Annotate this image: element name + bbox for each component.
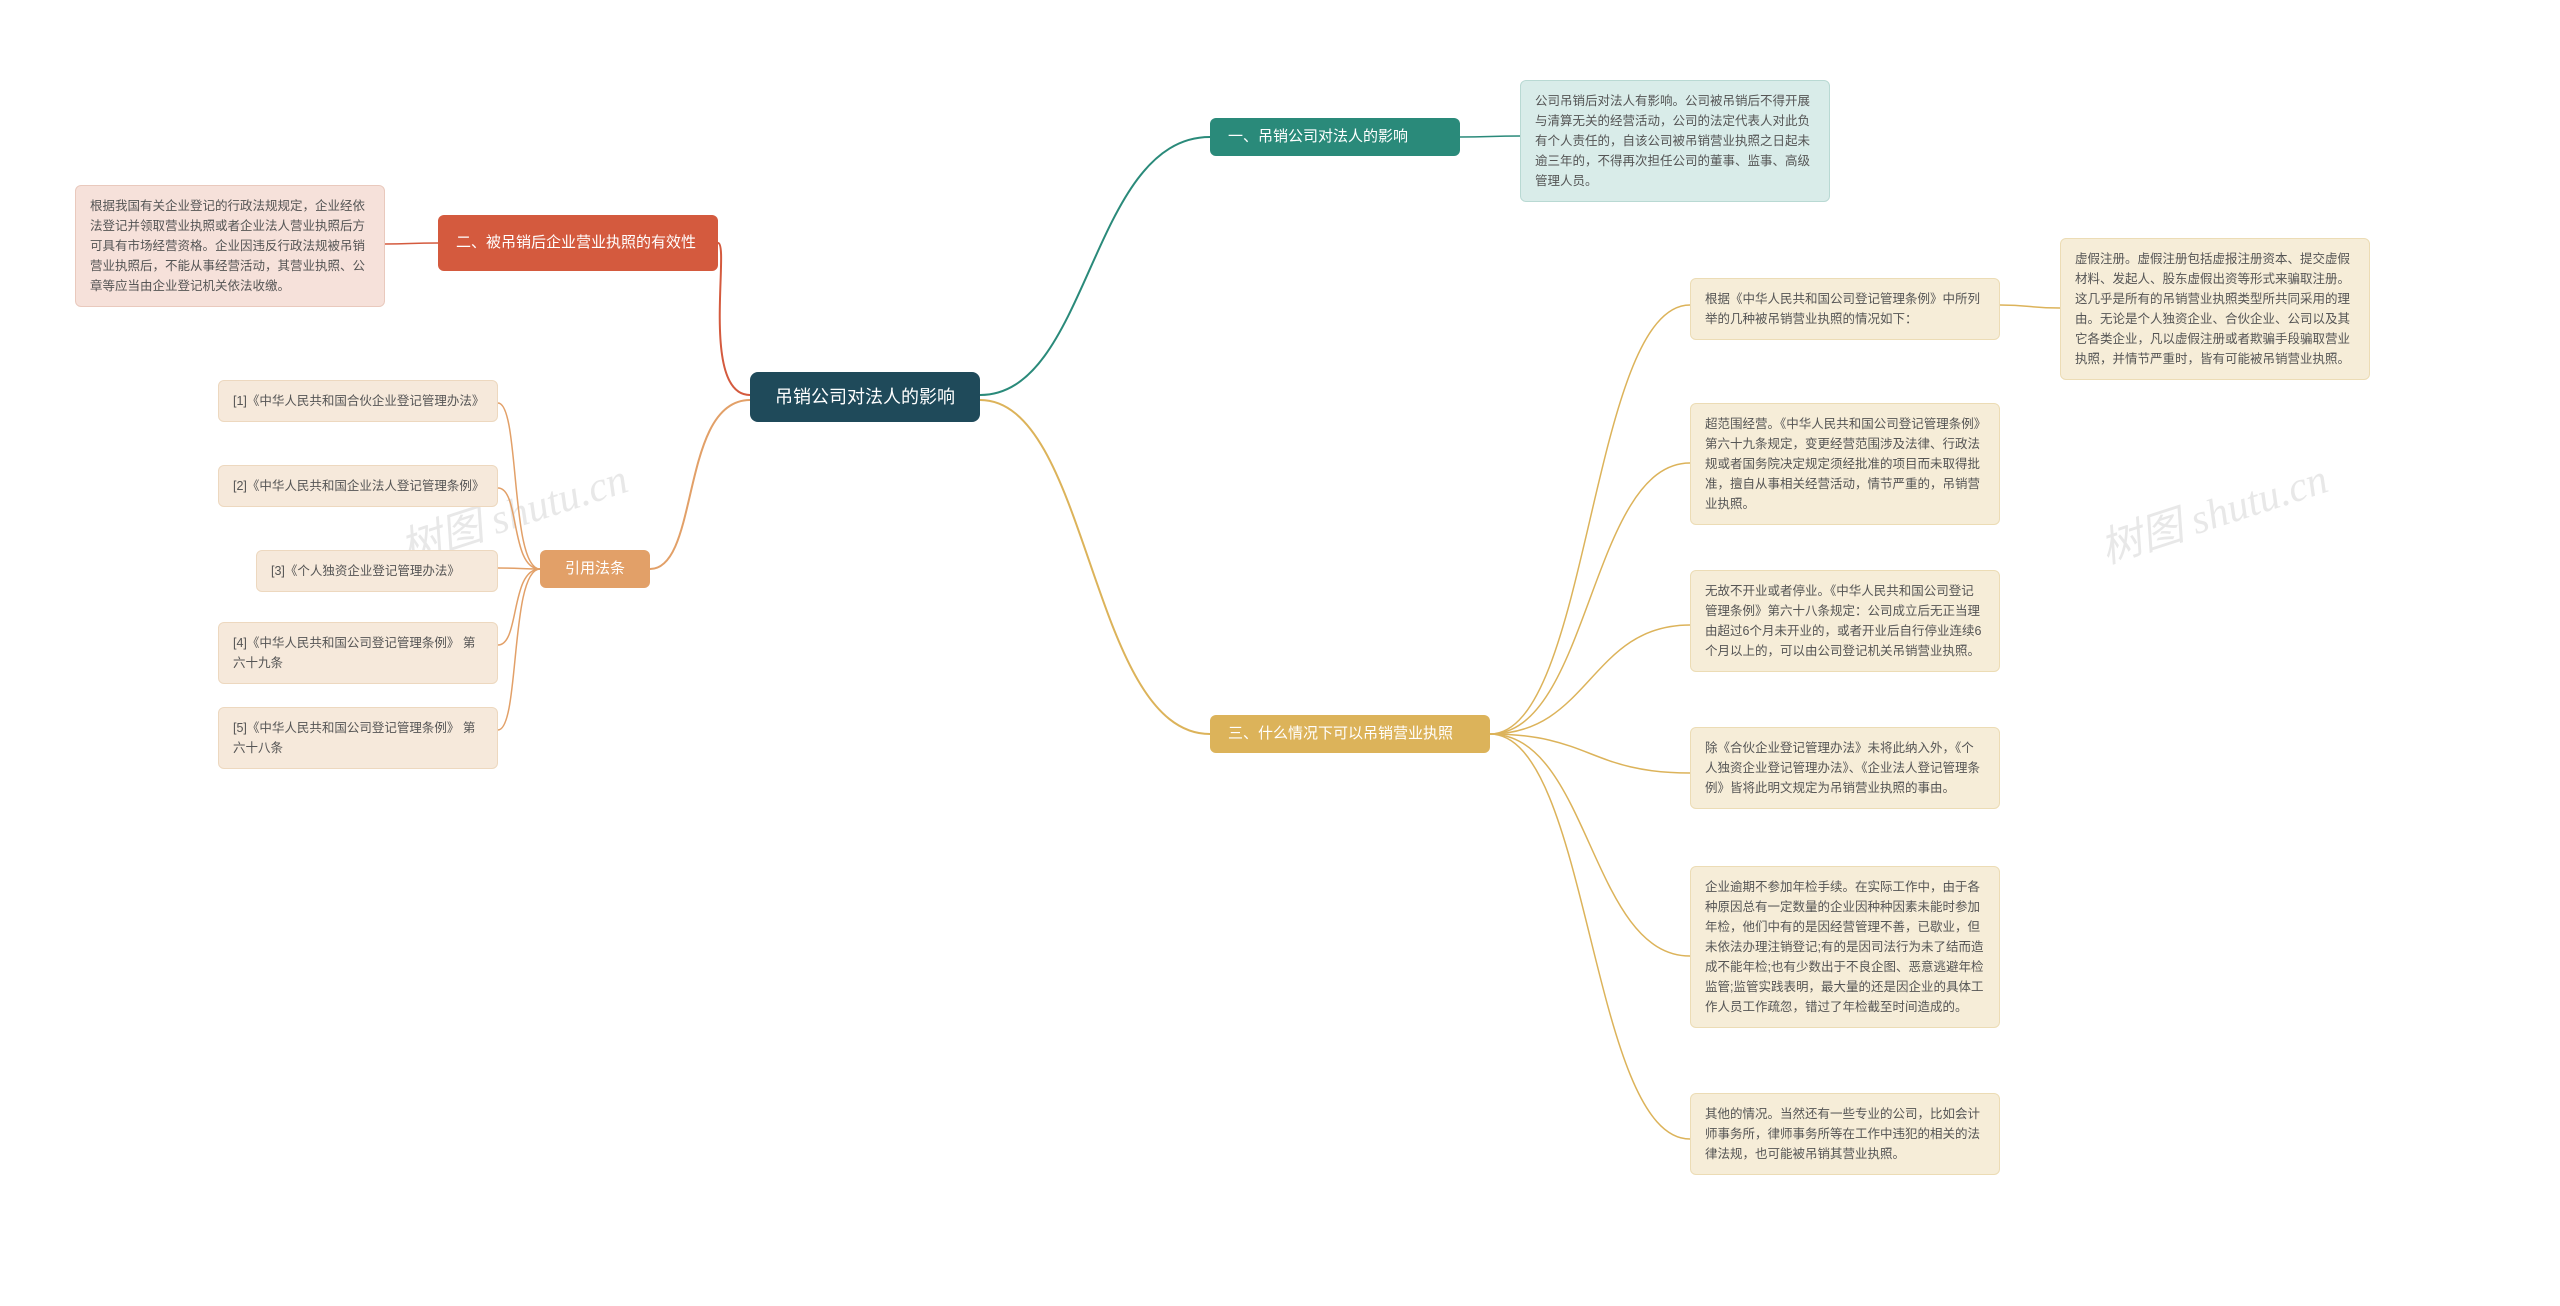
branch-3-leaf-6: 其他的情况。当然还有一些专业的公司，比如会计师事务所，律师事务所等在工作中违犯的…: [1690, 1093, 2000, 1175]
branch-3-leaf-2: 超范围经营。《中华人民共和国公司登记管理条例》第六十九条规定，变更经营范围涉及法…: [1690, 403, 2000, 525]
branch-4-leaf-2: [3]《个人独资企业登记管理办法》: [256, 550, 498, 592]
branch-3: 三、什么情况下可以吊销营业执照: [1210, 715, 1490, 753]
branch-3-leaf-0: 根据《中华人民共和国公司登记管理条例》中所列举的几种被吊销营业执照的情况如下：: [1690, 278, 2000, 340]
branch-3-leaf-1: 虚假注册。虚假注册包括虚报注册资本、提交虚假材料、发起人、股东虚假出资等形式来骗…: [2060, 238, 2370, 380]
branch-4: 引用法条: [540, 550, 650, 588]
center-node: 吊销公司对法人的影响: [750, 372, 980, 422]
branch-4-leaf-1: [2]《中华人民共和国企业法人登记管理条例》: [218, 465, 498, 507]
branch-4-leaf-3: [4]《中华人民共和国公司登记管理条例》 第六十九条: [218, 622, 498, 684]
watermark: 树图 shutu.cn: [2091, 445, 2334, 576]
branch-1: 一、吊销公司对法人的影响: [1210, 118, 1460, 156]
branch-3-leaf-5: 企业逾期不参加年检手续。在实际工作中，由于各种原因总有一定数量的企业因种种因素未…: [1690, 866, 2000, 1028]
branch-3-leaf-3: 无故不开业或者停业。《中华人民共和国公司登记管理条例》第六十八条规定：公司成立后…: [1690, 570, 2000, 672]
branch-3-leaf-4: 除《合伙企业登记管理办法》未将此纳入外，《个人独资企业登记管理办法》、《企业法人…: [1690, 727, 2000, 809]
branch-1-leaf-0: 公司吊销后对法人有影响。公司被吊销后不得开展与清算无关的经营活动，公司的法定代表…: [1520, 80, 1830, 202]
branch-2: 二、被吊销后企业营业执照的有效性: [438, 215, 718, 271]
branch-2-leaf-0: 根据我国有关企业登记的行政法规规定，企业经依法登记并领取营业执照或者企业法人营业…: [75, 185, 385, 307]
branch-4-leaf-0: [1]《中华人民共和国合伙企业登记管理办法》: [218, 380, 498, 422]
branch-4-leaf-4: [5]《中华人民共和国公司登记管理条例》 第六十八条: [218, 707, 498, 769]
